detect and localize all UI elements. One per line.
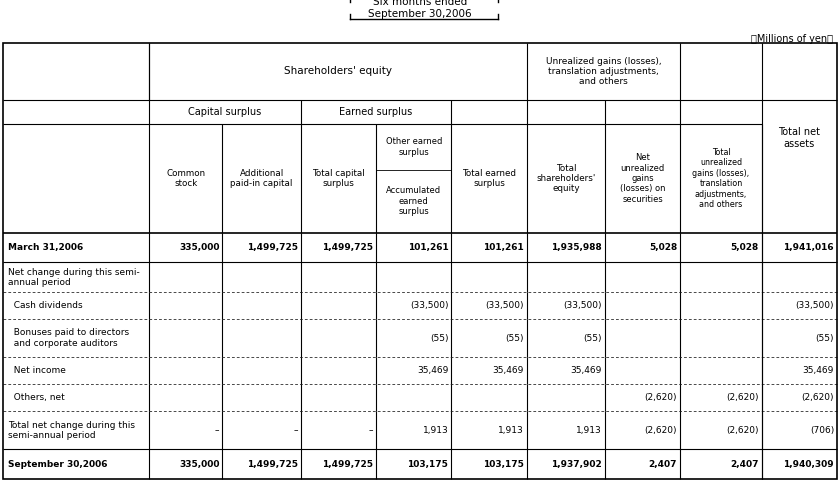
Text: 1,941,016: 1,941,016 — [784, 243, 834, 252]
Text: 1,499,725: 1,499,725 — [322, 243, 373, 252]
Text: Shareholders' equity: Shareholders' equity — [284, 67, 392, 76]
Text: 1,913: 1,913 — [423, 426, 449, 435]
Text: Net change during this semi-
annual period: Net change during this semi- annual peri… — [8, 268, 139, 287]
Text: 1,913: 1,913 — [498, 426, 523, 435]
Text: (2,620): (2,620) — [727, 426, 759, 435]
Text: (2,620): (2,620) — [645, 393, 677, 402]
Text: 103,175: 103,175 — [407, 460, 449, 469]
Text: 35,469: 35,469 — [803, 366, 834, 375]
Text: 335,000: 335,000 — [179, 460, 219, 469]
Text: （Millions of yen）: （Millions of yen） — [751, 34, 833, 44]
Text: 35,469: 35,469 — [417, 366, 449, 375]
Text: Accumulated
earned
surplus: Accumulated earned surplus — [386, 186, 441, 216]
Text: –: – — [215, 426, 219, 435]
Text: Total
unrealized
gains (losses),
translation
adjustments,
and others: Total unrealized gains (losses), transla… — [692, 148, 749, 209]
Text: Total
shareholders'
equity: Total shareholders' equity — [536, 164, 596, 193]
Text: 1,940,309: 1,940,309 — [784, 460, 834, 469]
Text: 2,407: 2,407 — [730, 460, 759, 469]
Text: 2,407: 2,407 — [648, 460, 677, 469]
Text: March 31,2006: March 31,2006 — [8, 243, 83, 252]
Text: Total net
assets: Total net assets — [779, 127, 821, 149]
Text: 1,499,725: 1,499,725 — [247, 460, 298, 469]
Text: 1,937,902: 1,937,902 — [551, 460, 602, 469]
Text: 1,913: 1,913 — [576, 426, 602, 435]
Text: (2,620): (2,620) — [801, 393, 834, 402]
Text: (2,620): (2,620) — [727, 393, 759, 402]
Text: (55): (55) — [584, 334, 602, 342]
Text: Unrealized gains (losses),
translation adjustments,
and others: Unrealized gains (losses), translation a… — [546, 57, 661, 86]
Text: (55): (55) — [430, 334, 449, 342]
Text: 101,261: 101,261 — [483, 243, 523, 252]
Text: Capital surplus: Capital surplus — [188, 107, 262, 117]
Text: Total capital
surplus: Total capital surplus — [312, 169, 365, 188]
Text: Others, net: Others, net — [8, 393, 65, 402]
Text: 5,028: 5,028 — [649, 243, 677, 252]
Text: 335,000: 335,000 — [179, 243, 219, 252]
Text: (33,500): (33,500) — [486, 301, 523, 310]
Text: 1,935,988: 1,935,988 — [551, 243, 602, 252]
Text: September 30,2006: September 30,2006 — [8, 460, 108, 469]
Text: (55): (55) — [816, 334, 834, 342]
Text: Net income: Net income — [8, 366, 66, 375]
Text: Earned surplus: Earned surplus — [339, 107, 412, 117]
Text: Common
stock: Common stock — [166, 169, 206, 188]
Text: Other earned
surplus: Other earned surplus — [386, 137, 442, 156]
Text: (2,620): (2,620) — [645, 426, 677, 435]
Text: –: – — [369, 426, 373, 435]
Text: Net
unrealized
gains
(losses) on
securities: Net unrealized gains (losses) on securit… — [620, 153, 665, 204]
Text: (33,500): (33,500) — [564, 301, 602, 310]
Text: Cash dividends: Cash dividends — [8, 301, 82, 310]
Text: (33,500): (33,500) — [795, 301, 834, 310]
Text: 1,499,725: 1,499,725 — [322, 460, 373, 469]
Text: (33,500): (33,500) — [410, 301, 449, 310]
Text: 101,261: 101,261 — [407, 243, 449, 252]
Text: 35,469: 35,469 — [570, 366, 602, 375]
Text: 5,028: 5,028 — [731, 243, 759, 252]
Text: –: – — [293, 426, 298, 435]
Text: Total earned
surplus: Total earned surplus — [462, 169, 516, 188]
Text: Six months ended
September 30,2006: Six months ended September 30,2006 — [368, 0, 472, 19]
Text: Additional
paid-in capital: Additional paid-in capital — [230, 169, 293, 188]
Text: 103,175: 103,175 — [483, 460, 523, 469]
Text: (706): (706) — [810, 426, 834, 435]
Text: 35,469: 35,469 — [492, 366, 523, 375]
Text: (55): (55) — [505, 334, 523, 342]
Text: Bonuses paid to directors
  and corporate auditors: Bonuses paid to directors and corporate … — [8, 328, 129, 348]
Text: 1,499,725: 1,499,725 — [247, 243, 298, 252]
Text: Total net change during this
semi-annual period: Total net change during this semi-annual… — [8, 421, 135, 440]
